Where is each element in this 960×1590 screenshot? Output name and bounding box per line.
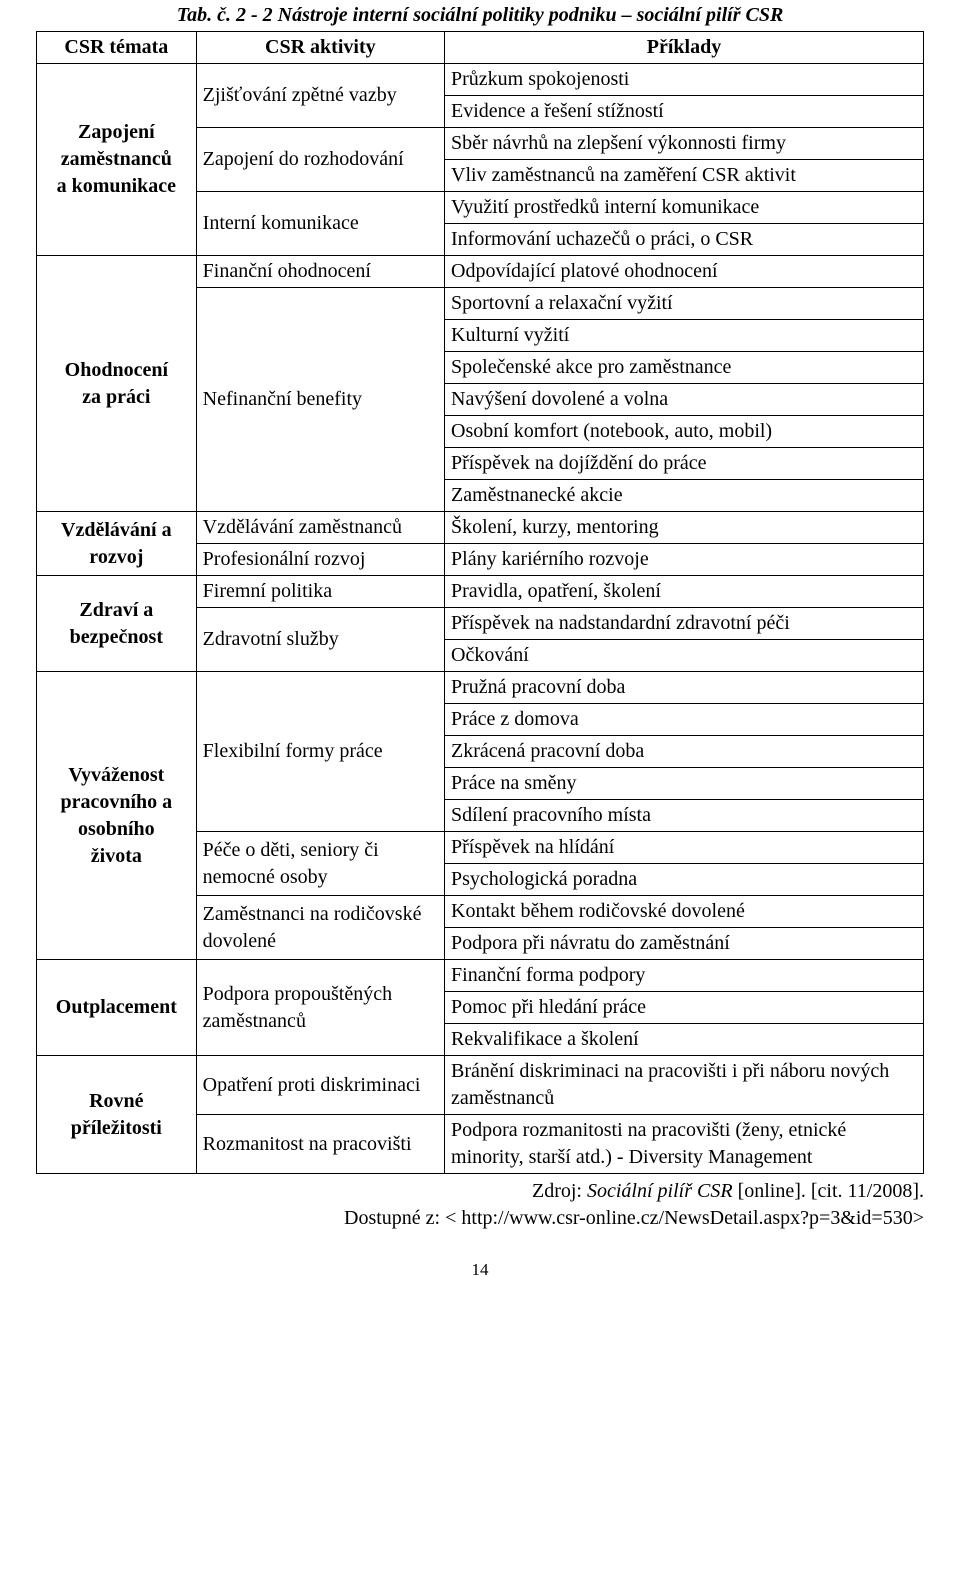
- table-row: Zapojenízaměstnancůa komunikace Zjišťová…: [37, 64, 924, 96]
- activity: Firemní politika: [196, 576, 444, 608]
- example: Informování uchazečů o práci, o CSR: [445, 224, 924, 256]
- example: Příspěvek na hlídání: [445, 832, 924, 864]
- theme-5: Vyváženostpracovního aosobníhoživota: [37, 672, 197, 960]
- activity: Zdravotní služby: [196, 608, 444, 672]
- example: Osobní komfort (notebook, auto, mobil): [445, 416, 924, 448]
- example: Očkování: [445, 640, 924, 672]
- example: Využití prostředků interní komunikace: [445, 192, 924, 224]
- page-number: 14: [36, 1260, 924, 1280]
- example: Finanční forma podpory: [445, 960, 924, 992]
- example: Sběr návrhů na zlepšení výkonnosti firmy: [445, 128, 924, 160]
- source-italic: Sociální pilíř CSR: [587, 1180, 733, 1202]
- table-row: Vyváženostpracovního aosobníhoživota Fle…: [37, 672, 924, 704]
- example: Průzkum spokojenosti: [445, 64, 924, 96]
- example: Práce z domova: [445, 704, 924, 736]
- activity: Finanční ohodnocení: [196, 256, 444, 288]
- example: Plány kariérního rozvoje: [445, 544, 924, 576]
- activity: Zapojení do rozhodování: [196, 128, 444, 192]
- theme-4: Zdraví abezpečnost: [37, 576, 197, 672]
- example: Společenské akce pro zaměstnance: [445, 352, 924, 384]
- example: Podpora při návratu do zaměstnání: [445, 928, 924, 960]
- header-row: CSR témata CSR aktivity Příklady: [37, 32, 924, 64]
- table-caption: Tab. č. 2 - 2 Nástroje interní sociální …: [36, 4, 924, 27]
- theme-7: Rovnépříležitosti: [37, 1056, 197, 1174]
- header-col2: CSR aktivity: [196, 32, 444, 64]
- header-col3: Příklady: [445, 32, 924, 64]
- table-row: Rovnépříležitosti Opatření proti diskrim…: [37, 1056, 924, 1115]
- example: Bránění diskriminaci na pracovišti i při…: [445, 1056, 924, 1115]
- example: Pružná pracovní doba: [445, 672, 924, 704]
- example: Zkrácená pracovní doba: [445, 736, 924, 768]
- example: Evidence a řešení stížností: [445, 96, 924, 128]
- activity: Opatření proti diskriminaci: [196, 1056, 444, 1115]
- activity: Nefinanční benefity: [196, 288, 444, 512]
- page: Tab. č. 2 - 2 Nástroje interní sociální …: [0, 0, 960, 1304]
- activity: Rozmanitost na pracovišti: [196, 1115, 444, 1174]
- theme-6: Outplacement: [37, 960, 197, 1056]
- activity: Flexibilní formy práce: [196, 672, 444, 832]
- example: Odpovídající platové ohodnocení: [445, 256, 924, 288]
- source-url: Dostupné z: < http://www.csr-online.cz/N…: [344, 1207, 924, 1229]
- example: Příspěvek na dojíždění do práce: [445, 448, 924, 480]
- example: Vliv zaměstnanců na zaměření CSR aktivit: [445, 160, 924, 192]
- source-prefix: Zdroj:: [532, 1180, 587, 1202]
- table-row: Outplacement Podpora propouštěných zaměs…: [37, 960, 924, 992]
- activity: Interní komunikace: [196, 192, 444, 256]
- header-col1: CSR témata: [37, 32, 197, 64]
- example: Sportovní a relaxační vyžití: [445, 288, 924, 320]
- activity: Vzdělávání zaměstnanců: [196, 512, 444, 544]
- theme-1: Zapojenízaměstnancůa komunikace: [37, 64, 197, 256]
- example: Kulturní vyžití: [445, 320, 924, 352]
- activity: Zaměstnanci na rodičovské dovolené: [196, 896, 444, 960]
- example: Školení, kurzy, mentoring: [445, 512, 924, 544]
- activity: Péče o děti, seniory či nemocné osoby: [196, 832, 444, 896]
- theme-2: Ohodnoceníza práci: [37, 256, 197, 512]
- example: Pravidla, opatření, školení: [445, 576, 924, 608]
- example: Podpora rozmanitosti na pracovišti (ženy…: [445, 1115, 924, 1174]
- example: Zaměstnanecké akcie: [445, 480, 924, 512]
- example: Sdílení pracovního místa: [445, 800, 924, 832]
- source-suffix: [online]. [cit. 11/2008].: [733, 1180, 924, 1202]
- example: Psychologická poradna: [445, 864, 924, 896]
- table-row: Ohodnoceníza práci Finanční ohodnocení O…: [37, 256, 924, 288]
- example: Navýšení dovolené a volna: [445, 384, 924, 416]
- table-row: Vzdělávání arozvoj Vzdělávání zaměstnanc…: [37, 512, 924, 544]
- example: Kontakt během rodičovské dovolené: [445, 896, 924, 928]
- table-row: Zdraví abezpečnost Firemní politika Prav…: [37, 576, 924, 608]
- example: Příspěvek na nadstandardní zdravotní péč…: [445, 608, 924, 640]
- theme-3: Vzdělávání arozvoj: [37, 512, 197, 576]
- example: Práce na směny: [445, 768, 924, 800]
- csr-table: CSR témata CSR aktivity Příklady Zapojen…: [36, 31, 924, 1174]
- source-citation: Zdroj: Sociální pilíř CSR [online]. [cit…: [36, 1178, 924, 1232]
- activity: Profesionální rozvoj: [196, 544, 444, 576]
- example: Rekvalifikace a školení: [445, 1024, 924, 1056]
- activity: Podpora propouštěných zaměstnanců: [196, 960, 444, 1056]
- activity: Zjišťování zpětné vazby: [196, 64, 444, 128]
- example: Pomoc při hledání práce: [445, 992, 924, 1024]
